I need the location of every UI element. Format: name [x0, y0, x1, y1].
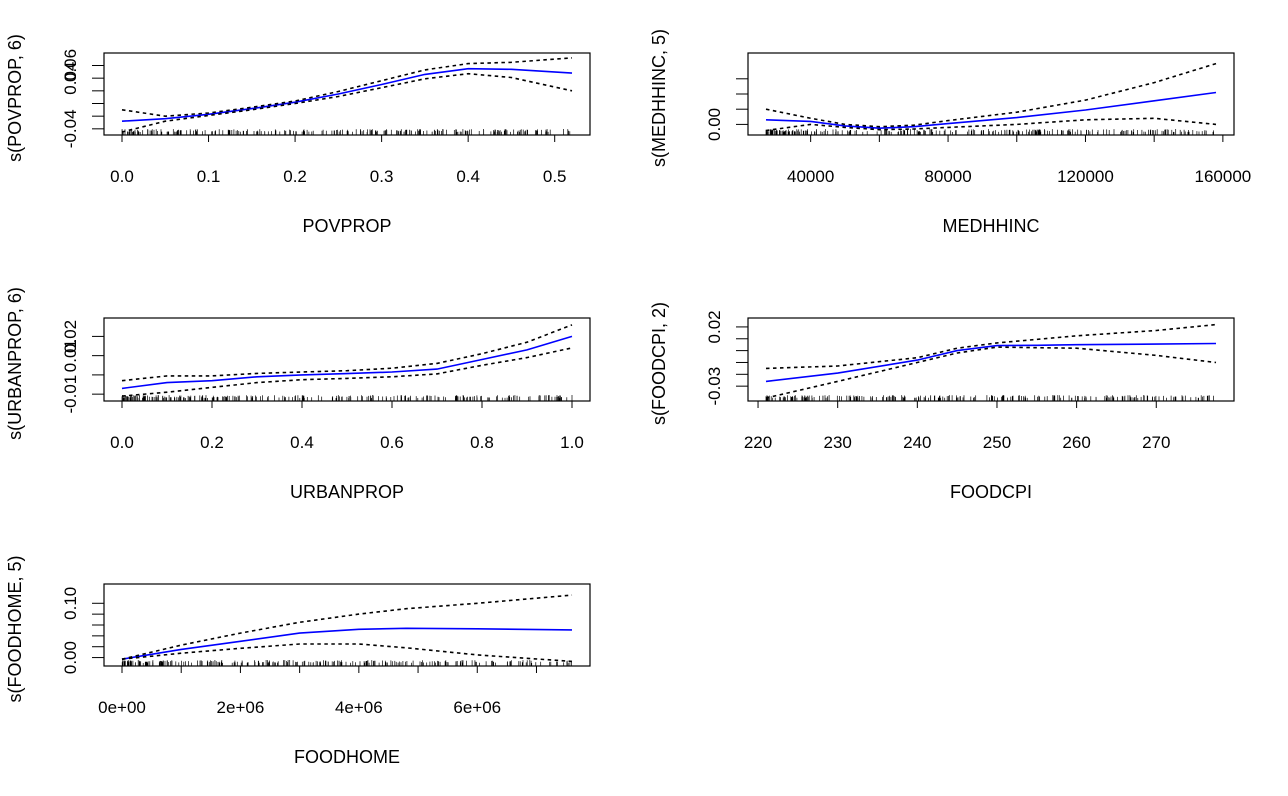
y-tick-label: 0.10 — [61, 587, 80, 620]
smooth-fit-line — [121, 335, 573, 390]
x-tick-label: 160000 — [1195, 167, 1252, 186]
x-tick-label: 0.8 — [470, 433, 494, 452]
x-tick-label: 0.4 — [456, 167, 480, 186]
x-tick-label: 270 — [1142, 433, 1170, 452]
x-tick-label: 1.0 — [560, 433, 584, 452]
plot-frame — [103, 317, 591, 402]
smooth-panel-4: 220 230 240 250 260 270 -0.03 0.02 FOODCPI s(FOOD… — [649, 302, 1235, 502]
plot-frame — [103, 52, 591, 136]
x-axis-title: MEDHHINC — [943, 216, 1040, 236]
y-tick-label: 0.06 — [61, 49, 80, 82]
x-axis-title: FOODCPI — [950, 482, 1032, 502]
x-tick-label: 2e+06 — [217, 698, 265, 717]
x-tick-label: 230 — [823, 433, 851, 452]
x-tick-label: 0.6 — [380, 433, 404, 452]
smooth-panel-5: 0e+00 2e+06 4e+06 6e+06 0.00 0.10 FOODHOME s(FO… — [5, 556, 591, 767]
x-tick-label: 250 — [983, 433, 1011, 452]
y-tick-label: 0.01 — [61, 339, 80, 372]
x-tick-label: 120000 — [1057, 167, 1114, 186]
x-tick-label: 0.3 — [370, 167, 394, 186]
plot-frame — [103, 583, 591, 667]
x-axis-title: POVPROP — [302, 216, 391, 236]
y-axis-title: s(MEDHHINC, 5) — [649, 29, 669, 167]
x-tick-label: 0.5 — [543, 167, 567, 186]
upper-confidence-line — [765, 62, 1217, 128]
smooth-fit-line — [121, 627, 573, 660]
y-axis-title: s(FOODCPI, 2) — [649, 302, 669, 425]
smooth-fit-line — [121, 67, 573, 122]
y-tick-label: 0.02 — [61, 320, 80, 353]
y-tick-label: 0.04 — [61, 62, 80, 95]
x-tick-label: 6e+06 — [453, 698, 501, 717]
upper-confidence-line — [121, 57, 573, 118]
plot-frame — [747, 317, 1235, 402]
x-tick-label: 80000 — [924, 167, 971, 186]
rug-marks — [121, 129, 571, 135]
x-tick-label: 220 — [744, 433, 772, 452]
x-tick-label: 0.1 — [197, 167, 221, 186]
y-tick-label: 0.00 — [61, 641, 80, 674]
x-tick-label: 40000 — [787, 167, 834, 186]
x-tick-label: 0.0 — [110, 167, 134, 186]
lower-confidence-line — [765, 346, 1217, 399]
x-axis-title: FOODHOME — [294, 747, 400, 767]
smooth-panel-3: 0.0 0.2 0.4 0.6 0.8 1.0 -0.01 0.010.02 URBANPROP… — [5, 287, 591, 502]
x-axis-title: URBANPROP — [290, 482, 404, 502]
x-tick-label: 0e+00 — [98, 698, 146, 717]
x-tick-label: 0.2 — [283, 167, 307, 186]
smooth-fit-line — [765, 342, 1217, 383]
y-axis-title: s(URBANPROP, 6) — [5, 287, 25, 440]
lower-confidence-line — [121, 72, 573, 133]
x-tick-label: 240 — [903, 433, 931, 452]
rug-marks — [121, 395, 573, 401]
smooth-panel-2: 40000 80000 120000 160000 0.00 MEDHHINC s(MEDH… — [649, 29, 1251, 236]
x-tick-label: 260 — [1062, 433, 1090, 452]
y-tick-label: 0.02 — [705, 310, 724, 343]
rug-marks — [765, 129, 1214, 135]
rug-marks — [121, 660, 572, 666]
smooth-panel-1: 0.0 0.1 0.2 0.3 0.4 0.5 -0.04 0.040.06 POVPROP s(… — [5, 34, 591, 236]
y-axis-title: s(POVPROP, 6) — [5, 34, 25, 162]
x-tick-label: 4e+06 — [335, 698, 383, 717]
rug-marks — [765, 395, 1214, 401]
y-tick-label: -0.03 — [705, 367, 724, 406]
y-tick-label: -0.01 — [61, 375, 80, 414]
upper-confidence-line — [121, 324, 573, 382]
y-tick-label: 0.00 — [705, 108, 724, 141]
y-axis-title: s(FOODHOME, 5) — [5, 556, 25, 703]
upper-confidence-line — [765, 323, 1217, 370]
y-tick-label: -0.04 — [61, 109, 80, 148]
x-tick-label: 0.0 — [110, 433, 134, 452]
x-tick-label: 0.2 — [200, 433, 224, 452]
lower-confidence-line — [121, 347, 573, 397]
upper-confidence-line — [121, 594, 573, 660]
x-tick-label: 0.4 — [290, 433, 314, 452]
lower-confidence-line — [121, 643, 573, 663]
smooth-fit-line — [765, 91, 1217, 130]
